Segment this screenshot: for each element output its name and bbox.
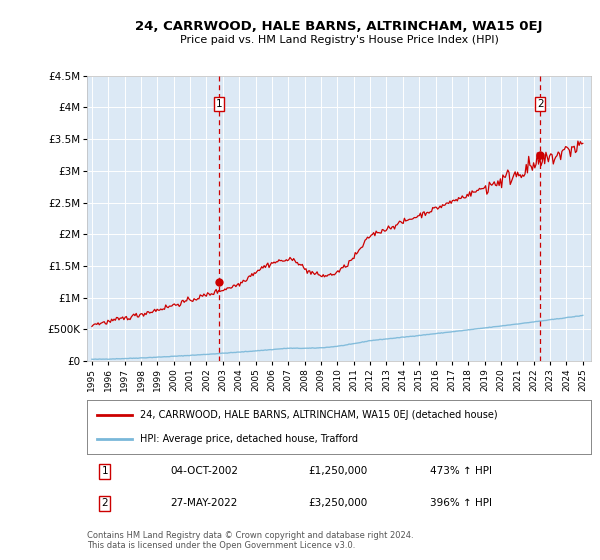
Text: 1: 1 [215,99,222,109]
Text: 04-OCT-2002: 04-OCT-2002 [170,466,238,476]
Text: 2: 2 [537,99,544,109]
Text: 1: 1 [101,466,108,476]
Text: Contains HM Land Registry data © Crown copyright and database right 2024.
This d: Contains HM Land Registry data © Crown c… [87,531,413,550]
Text: 396% ↑ HPI: 396% ↑ HPI [430,498,492,508]
Text: £3,250,000: £3,250,000 [309,498,368,508]
Text: £1,250,000: £1,250,000 [309,466,368,476]
Text: HPI: Average price, detached house, Trafford: HPI: Average price, detached house, Traf… [140,434,358,444]
Text: 24, CARRWOOD, HALE BARNS, ALTRINCHAM, WA15 0EJ: 24, CARRWOOD, HALE BARNS, ALTRINCHAM, WA… [135,20,543,32]
Text: Price paid vs. HM Land Registry's House Price Index (HPI): Price paid vs. HM Land Registry's House … [179,35,499,45]
Text: 2: 2 [101,498,108,508]
Text: 27-MAY-2022: 27-MAY-2022 [170,498,238,508]
Text: 24, CARRWOOD, HALE BARNS, ALTRINCHAM, WA15 0EJ (detached house): 24, CARRWOOD, HALE BARNS, ALTRINCHAM, WA… [140,410,497,420]
Text: 473% ↑ HPI: 473% ↑ HPI [430,466,492,476]
